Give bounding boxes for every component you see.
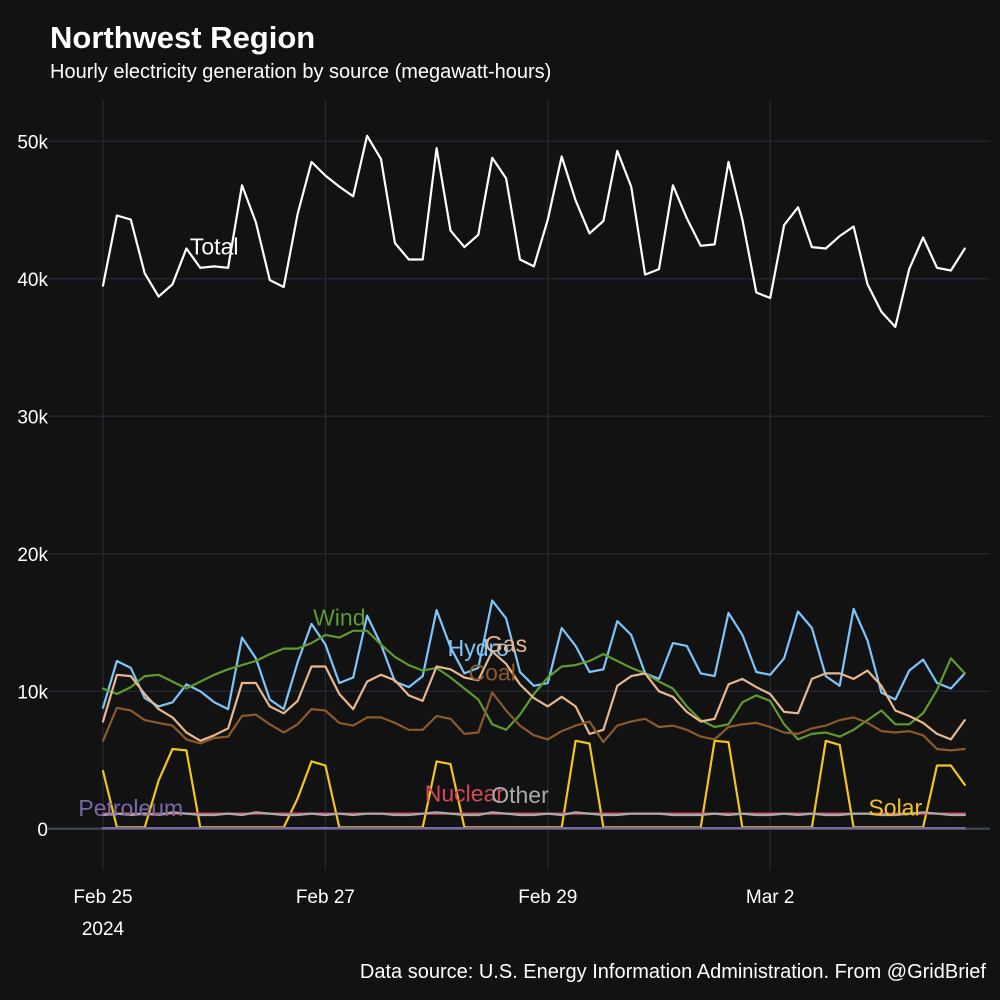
- x-tick-label: Feb 27: [296, 887, 355, 908]
- series-label-gas: Gas: [485, 631, 527, 657]
- x-tick-year-label: 2024: [82, 919, 125, 940]
- series-line-total: [101, 134, 966, 328]
- series-layer: [101, 134, 966, 830]
- y-tick-label: 10k: [17, 682, 48, 703]
- x-tick-label: Mar 2: [746, 887, 795, 908]
- chart-title: Northwest Region: [50, 20, 316, 55]
- y-tick-label: 40k: [17, 270, 48, 291]
- y-tick-label: 20k: [17, 545, 48, 566]
- series-line-gas: [101, 650, 966, 742]
- series-label-hydro: Hydro: [448, 635, 509, 661]
- series-line-coal: [101, 691, 966, 752]
- y-tick-label: 50k: [17, 132, 48, 153]
- series-label-wind: Wind: [313, 605, 365, 631]
- series-label-coal: Coal: [469, 660, 516, 686]
- grid-layer: [48, 100, 990, 870]
- series-label-total: Total: [190, 233, 239, 259]
- axis-label-layer: 0 10k 20k 30k 40k 50k Feb 25 2024 Feb 27 Feb 29 Ma…: [17, 132, 794, 940]
- y-tick-label: 30k: [17, 407, 48, 428]
- y-tick-label: 0: [37, 820, 48, 841]
- data-source-note: Data source: U.S. Energy Information Adm…: [359, 961, 986, 983]
- series-label-nuclear: Nuclear: [425, 781, 505, 807]
- series-line-wind: [101, 629, 966, 741]
- series-label-petroleum: Petroleum: [78, 795, 183, 821]
- x-tick-label: Feb 25: [73, 887, 132, 908]
- x-tick-label: Feb 29: [518, 887, 577, 908]
- series-label-other: Other: [491, 782, 549, 808]
- chart-subtitle: Hourly electricity generation by source …: [50, 61, 552, 83]
- series-label-solar: Solar: [868, 794, 922, 820]
- series-line-hydro: [101, 599, 966, 711]
- series-line-other: [101, 811, 966, 817]
